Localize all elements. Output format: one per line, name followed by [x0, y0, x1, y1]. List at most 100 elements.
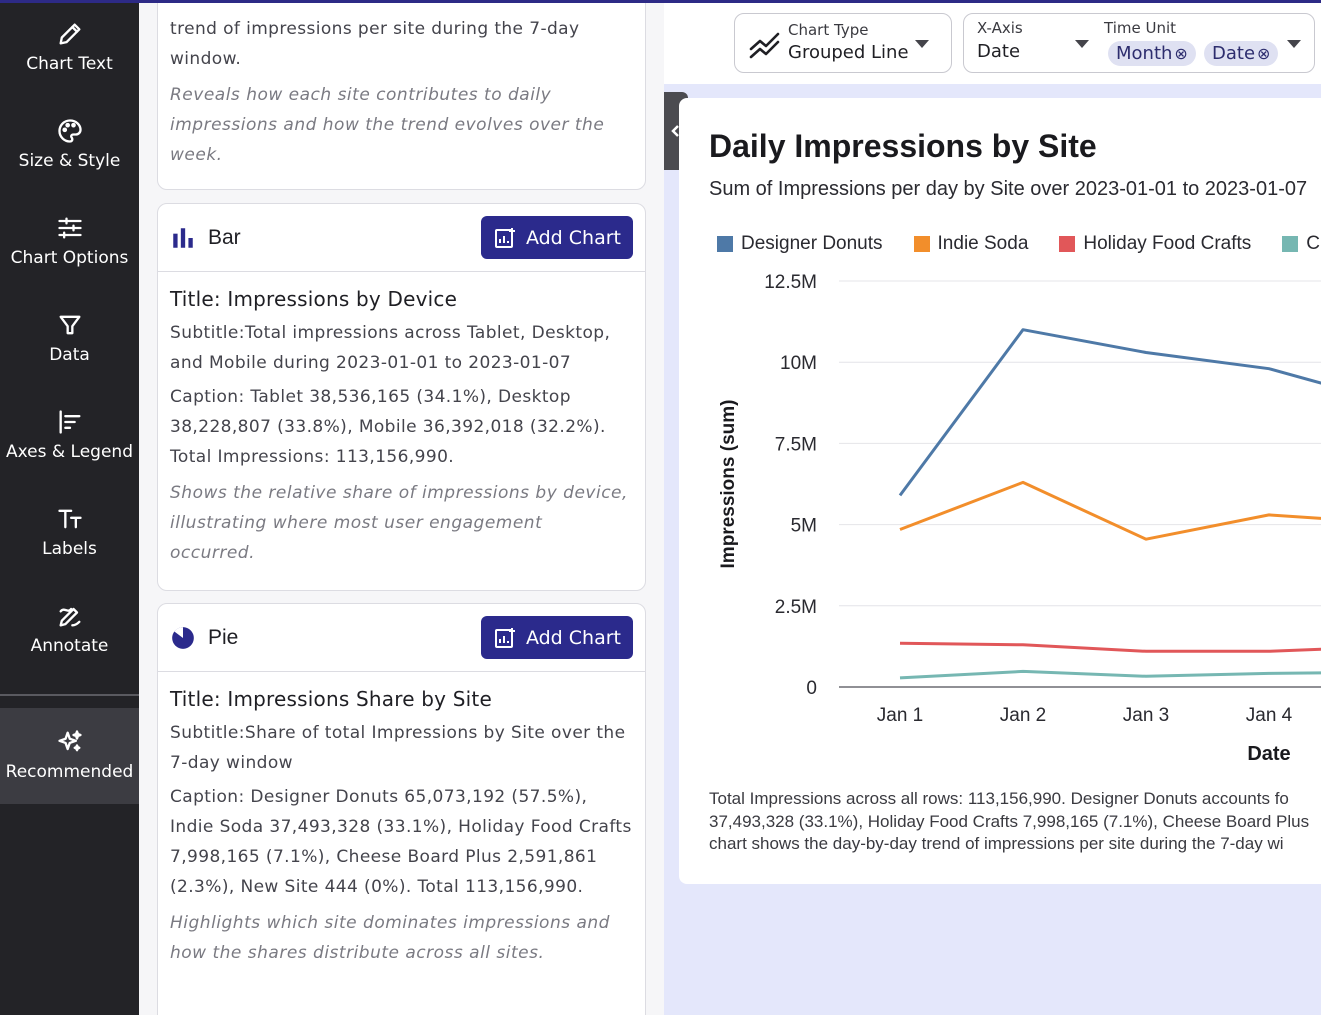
- annotate-icon: [59, 607, 81, 627]
- add-chart-button[interactable]: Add Chart: [480, 616, 633, 659]
- caption-line: Total Impressions across all rows: 113,1…: [709, 789, 1289, 808]
- sparkle-icon: [57, 730, 82, 752]
- legend-item[interactable]: Designer Donuts: [717, 232, 883, 256]
- chevron-down-icon: [1075, 40, 1089, 48]
- legend-label: Designer Donuts: [741, 233, 883, 254]
- card-title: Title: Impressions by Device: [170, 287, 458, 311]
- nav-chart-text[interactable]: Chart Text: [0, 0, 139, 96]
- nav-data[interactable]: Data: [0, 291, 139, 387]
- nav-label: Axes & Legend: [6, 442, 133, 462]
- x-tick-label: Jan 1: [877, 705, 923, 726]
- y-tick-label: 5M: [791, 516, 817, 537]
- card-description: Highlights which site dominates impressi…: [170, 913, 610, 963]
- close-icon[interactable]: ⊗: [1257, 44, 1271, 63]
- top-accent-line: [0, 0, 1321, 3]
- x-axis-dropdown[interactable]: X-Axis Date Time Unit Month ⊗ Date ⊗: [963, 13, 1315, 73]
- nav-label: Labels: [42, 539, 97, 559]
- y-tick-label: 7.5M: [775, 434, 817, 455]
- legend-swatch: [913, 236, 930, 252]
- pencil-icon: [59, 23, 81, 45]
- nav-annotate[interactable]: Annotate: [0, 582, 139, 678]
- add-chart-icon: [494, 227, 515, 248]
- bar-chart-icon: [173, 227, 193, 248]
- time-unit-chip-date[interactable]: Date ⊗: [1204, 41, 1279, 66]
- sliders-icon: [57, 217, 82, 239]
- card-description: Reveals how each site contributes to dai…: [170, 85, 605, 165]
- chart-title: Daily Impressions by Site: [709, 128, 1097, 164]
- legend-item[interactable]: Indie Soda: [913, 232, 1028, 256]
- series-line: [899, 669, 1321, 680]
- time-unit-chip-month[interactable]: Month ⊗: [1108, 41, 1196, 66]
- add-chart-icon: [494, 627, 515, 648]
- pie-chart-icon: [172, 626, 194, 649]
- chart-workspace: Chart Type Grouped Line X-Axis Date Time…: [664, 0, 1321, 1015]
- palette-icon: [57, 119, 82, 143]
- nav-labels[interactable]: Labels: [0, 485, 139, 581]
- card-kind-label: Pie: [208, 625, 239, 649]
- nav-label: Size & Style: [18, 151, 121, 171]
- close-icon[interactable]: ⊗: [1174, 44, 1188, 63]
- chart-legend: Designer Donuts Indie Soda Holiday Food Cr…: [717, 232, 1321, 256]
- legend-swatch: [717, 236, 733, 252]
- nav-label: Chart Text: [26, 54, 113, 74]
- y-tick-label: 10M: [780, 353, 817, 374]
- add-chart-label: Add Chart: [525, 626, 621, 649]
- x-tick-label: Jan 4: [1246, 705, 1293, 726]
- legend-label: Ch: [1306, 233, 1321, 254]
- series-line: [899, 641, 1321, 653]
- suggestion-card-pie: Pie Add Chart Title: Impressions Share b…: [157, 603, 646, 1015]
- legend-swatch: [1282, 236, 1299, 252]
- nav-label: Chart Options: [10, 248, 129, 268]
- filter-icon: [59, 315, 81, 335]
- x-axis-title: Date: [1247, 743, 1290, 765]
- legend-label: Holiday Food Crafts: [1083, 233, 1252, 254]
- card-subtitle: Subtitle:Share of total Impressions by S…: [170, 723, 626, 773]
- nav-label: Annotate: [30, 636, 109, 656]
- chip-label: Date: [1212, 43, 1256, 64]
- series-line: [899, 480, 1321, 541]
- add-chart-label: Add Chart: [525, 226, 621, 249]
- chart-card: Daily Impressions by Site Sum of Impress…: [679, 98, 1321, 884]
- y-tick-label: 12.5M: [764, 272, 817, 293]
- recommendations-panel: trend of impressions per site during the…: [139, 0, 664, 1015]
- chart-subtitle: Sum of Impressions per day by Site over …: [709, 178, 1308, 200]
- legend-swatch: [1059, 236, 1076, 252]
- left-nav: Chart Text Size & Style Chart Options Da…: [0, 0, 139, 1015]
- nav-axes-legend[interactable]: Axes & Legend: [0, 388, 139, 484]
- dropdown-value: Date: [977, 41, 1021, 62]
- y-tick-label: 2.5M: [775, 597, 817, 618]
- text-size-icon: [57, 509, 82, 529]
- add-chart-button[interactable]: Add Chart: [480, 216, 633, 259]
- nav-label: Data: [49, 345, 90, 365]
- caption-line: chart shows the day-by-day trend of impr…: [709, 834, 1284, 853]
- grouped-line-icon: [749, 32, 780, 59]
- card-caption: Caption: Designer Donuts 65,073,192 (57.…: [170, 787, 632, 897]
- nav-size-style[interactable]: Size & Style: [0, 97, 139, 193]
- chart-type-dropdown[interactable]: Chart Type Grouped Line: [734, 13, 952, 73]
- caption-line: 37,493,328 (33.1%), Holiday Food Crafts …: [709, 811, 1310, 831]
- nav-divider: [0, 694, 139, 696]
- nav-recommended[interactable]: Recommended: [0, 708, 139, 804]
- card-subtitle: Subtitle:Total impressions across Tablet…: [170, 323, 611, 373]
- card-text: trend of impressions per site during the…: [170, 19, 580, 69]
- dropdown-value: Grouped Line: [788, 42, 909, 63]
- card-header: Pie Add Chart: [158, 604, 645, 672]
- card-caption: Caption: Tablet 38,536,165 (34.1%), Desk…: [170, 387, 606, 467]
- card-kind-label: Bar: [208, 225, 241, 249]
- nav-chart-options[interactable]: Chart Options: [0, 194, 139, 290]
- card-kind: Pie: [170, 625, 238, 651]
- card-kind: Bar: [170, 225, 241, 251]
- series-line: [898, 328, 1321, 497]
- dropdown-label: Chart Type: [788, 21, 869, 39]
- time-unit-label: Time Unit: [1104, 19, 1177, 37]
- card-header: Bar Add Chart: [158, 204, 645, 272]
- chevron-down-icon: [915, 40, 929, 48]
- legend-item[interactable]: Ch: [1282, 232, 1321, 256]
- legend-item[interactable]: Holiday Food Crafts: [1059, 232, 1251, 256]
- axes-icon: [59, 410, 81, 434]
- y-tick-label: 0: [806, 678, 817, 699]
- chart-toolbar: Chart Type Grouped Line X-Axis Date Time…: [664, 0, 1321, 84]
- chip-label: Month: [1116, 43, 1173, 64]
- nav-label: Recommended: [5, 762, 134, 782]
